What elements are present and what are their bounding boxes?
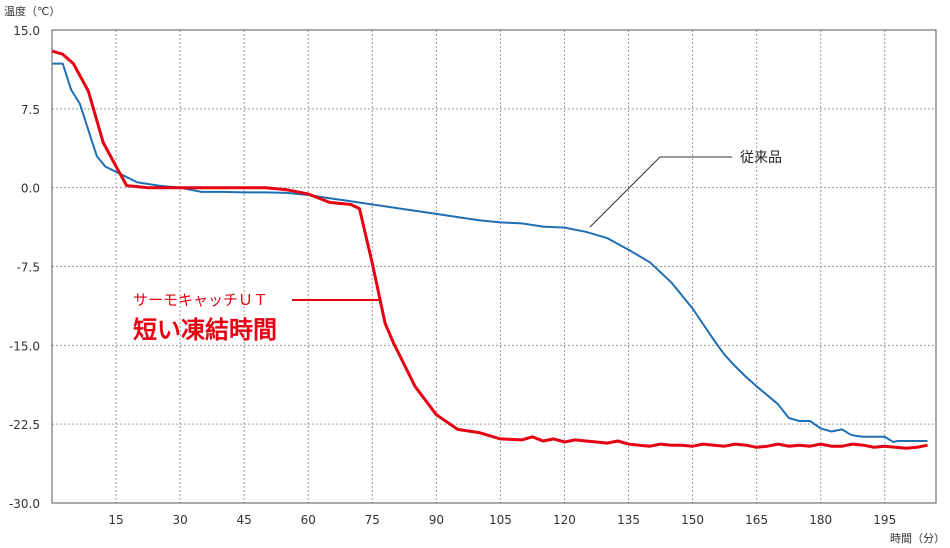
x-tick-label: 165: [745, 513, 768, 527]
product-name-label: サーモキャッチＵＴ: [133, 291, 268, 309]
y-tick-label: 15.0: [13, 24, 40, 38]
y-tick-label: -7.5: [17, 261, 40, 275]
y-axis-title: 温度（℃）: [4, 4, 60, 18]
x-tick-label: 195: [873, 513, 896, 527]
x-tick-label: 150: [681, 513, 704, 527]
x-axis-title: 時間（分）: [890, 532, 945, 545]
x-tick-label: 135: [617, 513, 640, 527]
x-tick-label: 15: [108, 513, 123, 527]
y-tick-label: 0.0: [21, 182, 40, 196]
conventional-label: 従来品: [740, 150, 782, 166]
x-axis-ticks: 15 30 45 60 75 90 105 120 135 150 165 180 195: [108, 513, 896, 527]
y-tick-label: -15.0: [9, 339, 40, 353]
product-tagline: 短い凍結時間: [133, 316, 277, 344]
y-tick-label: 7.5: [21, 103, 40, 117]
y-tick-label: -22.5: [9, 418, 40, 432]
y-axis-ticks: 15.0 7.5 0.0 -7.5 -15.0 -22.5 -30.0: [9, 24, 40, 511]
grid: [52, 30, 936, 503]
x-tick-label: 75: [365, 513, 380, 527]
x-tick-label: 30: [172, 513, 187, 527]
series-line-thermocatch: [51, 49, 928, 450]
x-tick-label: 60: [301, 513, 316, 527]
x-tick-label: 180: [809, 513, 832, 527]
y-tick-label: -30.0: [9, 497, 40, 511]
series-line-conventional: [52, 62, 928, 443]
x-tick-label: 120: [553, 513, 576, 527]
x-tick-label: 105: [489, 513, 512, 527]
x-tick-label: 90: [429, 513, 444, 527]
x-tick-label: 45: [237, 513, 252, 527]
plot-frame: [51, 29, 937, 504]
series: [51, 49, 928, 450]
conventional-leader-line: [589, 156, 732, 228]
